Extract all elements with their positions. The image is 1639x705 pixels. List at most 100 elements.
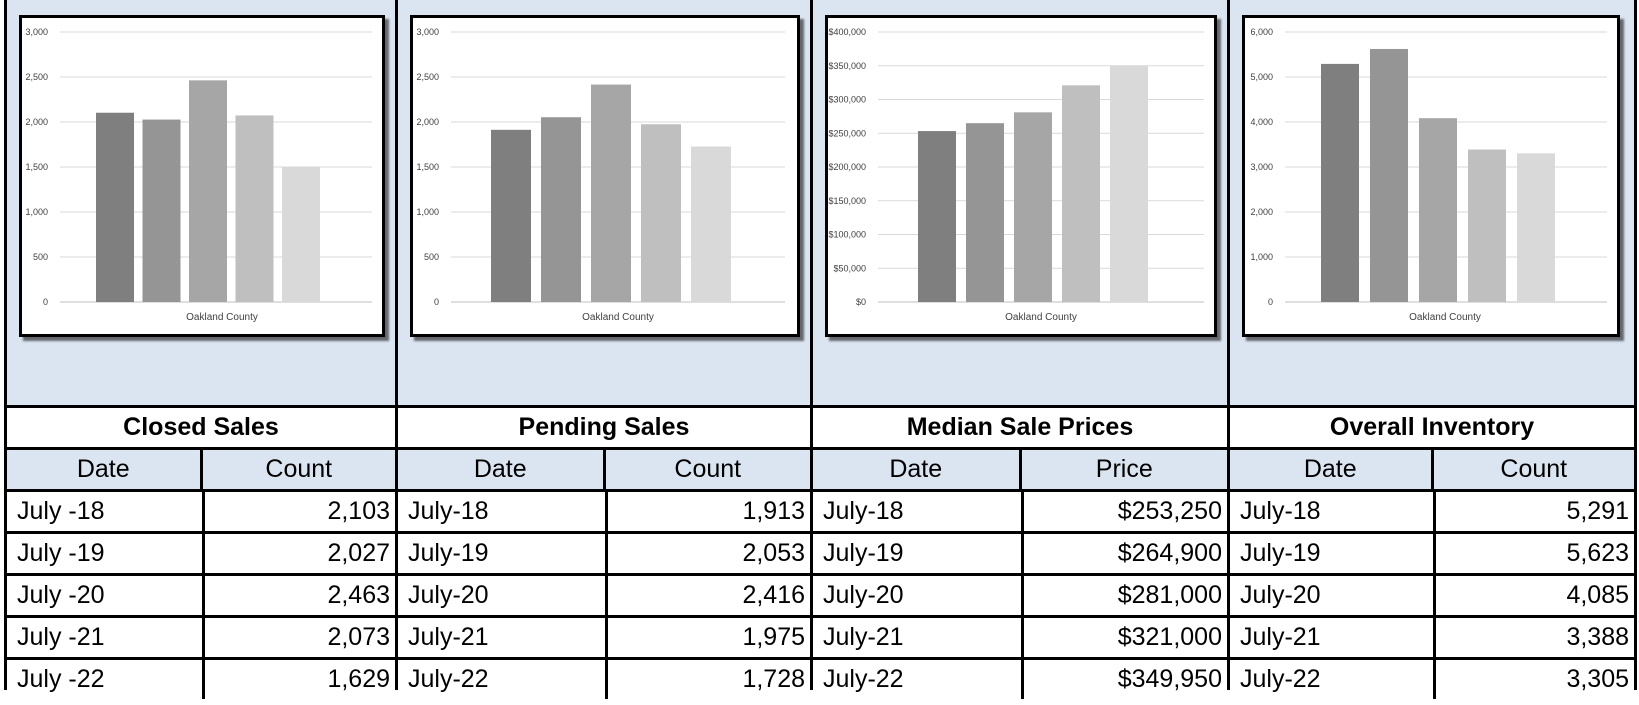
- value-cell: 1,629: [202, 660, 395, 699]
- median-sale-prices-chart: $400,000 $350,000 $300,000 $250,000 $200,000…: [825, 15, 1217, 337]
- bar-4: [1468, 149, 1506, 302]
- y-tick-label: $150,000: [828, 196, 866, 206]
- bar-3: [1014, 112, 1052, 302]
- value-cell: 3,305: [1433, 660, 1634, 699]
- table-row: July-19 $264,900: [813, 531, 1227, 573]
- date-cell: July-22: [1240, 665, 1321, 693]
- table-title: Pending Sales: [398, 408, 810, 450]
- y-tick-label: 1,500: [25, 162, 48, 172]
- y-tick-label: $300,000: [828, 95, 866, 105]
- median-sale-prices-table: Median Sale Prices Date Price July-18 $25…: [813, 405, 1227, 699]
- table-row: July-21 3,388: [1230, 615, 1634, 657]
- y-tick-label: 4,000: [1250, 117, 1273, 127]
- bar-1: [1321, 63, 1359, 302]
- value-cell: 5,291: [1433, 492, 1634, 531]
- table-row: July-19 2,053: [398, 531, 810, 573]
- y-tick-label: 3,000: [416, 27, 439, 37]
- table-row: July -21 2,073: [7, 615, 395, 657]
- value-cell: $321,000: [1021, 618, 1227, 657]
- chart-area: 6,000 5,000 4,000 3,000 2,000 1,000 0 Oakland …: [1230, 0, 1634, 405]
- y-tick-label: $100,000: [828, 230, 866, 240]
- y-tick-label: 0: [43, 297, 48, 307]
- y-tick-label: 1,000: [25, 207, 48, 217]
- value-cell: $253,250: [1021, 492, 1227, 531]
- value-cell: 2,073: [202, 618, 395, 657]
- value-cell: 1,975: [605, 618, 810, 657]
- bar-3: [591, 84, 631, 302]
- date-cell: July -21: [17, 623, 105, 651]
- panel-pending-sales: 3,000 2,500 2,000 1,500 1,000 500 0 Oakland Co…: [395, 0, 813, 699]
- table-row: July -20 2,463: [7, 573, 395, 615]
- table-row: July-20 $281,000: [813, 573, 1227, 615]
- date-cell: July-20: [823, 581, 904, 609]
- y-tick-label: $50,000: [833, 263, 866, 273]
- pending-sales-chart: 3,000 2,500 2,000 1,500 1,000 500 0 Oakland Co…: [410, 15, 800, 337]
- table-title: Median Sale Prices: [813, 408, 1227, 450]
- value-cell: 2,053: [605, 534, 810, 573]
- panel-closed-sales: 3,000 2,500 2,000 1,500 1,000 500 0 Oakland Co…: [4, 0, 398, 699]
- date-cell: July-21: [823, 623, 904, 651]
- bar-2: [142, 119, 181, 302]
- table-header: Date Count: [7, 450, 395, 492]
- bar-3: [189, 80, 227, 302]
- bar-1: [918, 131, 956, 302]
- table-title: Overall Inventory: [1230, 408, 1634, 450]
- y-tick-label: 5,000: [1250, 72, 1273, 82]
- table-header: Date Count: [398, 450, 810, 492]
- y-tick-label: 500: [33, 252, 48, 262]
- panel-median-sale-prices: $400,000 $350,000 $300,000 $250,000 $200,000…: [810, 0, 1230, 699]
- overall-inventory-table: Overall Inventory Date Count July-18 5,29…: [1230, 405, 1634, 699]
- table-title: Closed Sales: [7, 408, 395, 450]
- table-row: July-21 1,975: [398, 615, 810, 657]
- y-tick-label: $350,000: [828, 61, 866, 71]
- bar-4: [1062, 85, 1100, 302]
- pending-sales-chart-svg: 3,000 2,500 2,000 1,500 1,000 500 0 Oakland Co…: [416, 27, 785, 323]
- column-header-count: Count: [199, 450, 396, 489]
- pending-sales-table: Pending Sales Date Count July-18 1,913 Ju…: [398, 405, 810, 699]
- value-cell: 1,728: [605, 660, 810, 699]
- y-tick-label: 3,000: [1250, 162, 1273, 172]
- value-cell: 4,085: [1433, 576, 1634, 615]
- value-cell: 2,103: [202, 492, 395, 531]
- table-row: July-20 4,085: [1230, 573, 1634, 615]
- y-tick-label: 2,000: [1250, 207, 1273, 217]
- table-row: July-18 5,291: [1230, 492, 1634, 531]
- closed-sales-chart-svg: 3,000 2,500 2,000 1,500 1,000 500 0 Oakland Co…: [25, 27, 372, 323]
- value-cell: 1,913: [605, 492, 810, 531]
- bar-5: [1517, 153, 1555, 302]
- value-cell: 3,388: [1433, 618, 1634, 657]
- table-header: Date Count: [1230, 450, 1634, 492]
- y-tick-label: 1,500: [416, 162, 439, 172]
- table-row: July-22 3,305: [1230, 657, 1634, 699]
- date-cell: July -18: [17, 497, 105, 525]
- table-row: July-19 5,623: [1230, 531, 1634, 573]
- date-cell: July-21: [1240, 623, 1321, 651]
- x-axis-label: Oakland County: [582, 312, 654, 323]
- bar-2: [966, 123, 1004, 302]
- table-header: Date Price: [813, 450, 1227, 492]
- y-tick-label: 6,000: [1250, 27, 1273, 37]
- y-tick-label: 2,500: [25, 72, 48, 82]
- y-tick-label: 0: [434, 297, 439, 307]
- bar-1: [96, 112, 134, 302]
- y-tick-label: $200,000: [828, 162, 866, 172]
- bar-5: [691, 146, 731, 302]
- date-cell: July-20: [1240, 581, 1321, 609]
- date-cell: July-20: [408, 581, 489, 609]
- table-row: July-18 1,913: [398, 492, 810, 531]
- bar-1: [491, 129, 531, 302]
- y-tick-label: 2,500: [416, 72, 439, 82]
- overall-inventory-chart: 6,000 5,000 4,000 3,000 2,000 1,000 0 Oakland …: [1242, 15, 1620, 337]
- column-header-date: Date: [76, 455, 130, 483]
- closed-sales-table: Closed Sales Date Count July -18 2,103 Ju…: [7, 405, 395, 699]
- bar-5: [282, 167, 320, 302]
- value-cell: $281,000: [1021, 576, 1227, 615]
- table-row: July -19 2,027: [7, 531, 395, 573]
- chart-area: 3,000 2,500 2,000 1,500 1,000 500 0 Oakland Co…: [398, 0, 810, 405]
- table-row: July-21 $321,000: [813, 615, 1227, 657]
- y-tick-label: 500: [424, 252, 439, 262]
- date-cell: July-22: [823, 665, 904, 693]
- date-cell: July-18: [1240, 497, 1321, 525]
- bar-4: [235, 115, 274, 303]
- column-header-count: Count: [602, 450, 811, 489]
